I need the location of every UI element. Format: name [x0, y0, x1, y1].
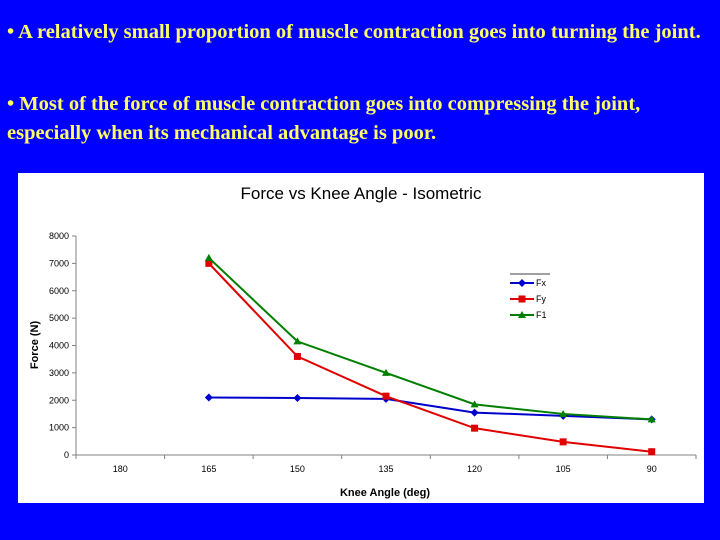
- data-point-f1: [470, 400, 479, 408]
- x-tick-label: 150: [290, 464, 305, 474]
- y-tick-label: 0: [64, 450, 69, 460]
- legend-label-fy: Fy: [536, 294, 546, 304]
- data-point-f1: [647, 415, 656, 423]
- data-point-fy: [382, 392, 390, 400]
- data-point-fx: [204, 393, 213, 402]
- data-point-fy: [559, 438, 567, 446]
- chart-panel: Force vs Knee Angle - Isometric Knee Ang…: [18, 173, 704, 503]
- data-point-fy: [293, 352, 301, 360]
- series-line-fx: [208, 396, 652, 421]
- data-point-fy: [471, 424, 479, 432]
- series-group: [204, 253, 656, 456]
- y-tick-label: 1000: [49, 423, 69, 433]
- x-axis-label: Knee Angle (deg): [340, 487, 430, 499]
- data-point-f1: [382, 368, 390, 376]
- y-tick-label: 4000: [49, 341, 69, 351]
- x-tick-label: 135: [378, 464, 393, 474]
- legend-marker-f1: [518, 311, 526, 318]
- bullet-point-2: • Most of the force of muscle contractio…: [7, 93, 641, 144]
- y-axis-label: Force (N): [29, 321, 41, 370]
- legend-marker-fx: [518, 279, 526, 287]
- axes: [72, 235, 697, 459]
- series-fx: [204, 393, 656, 424]
- legend-label-f1: F1: [536, 310, 547, 320]
- series-line-f1: [208, 257, 652, 421]
- x-tick-label: 180: [113, 464, 128, 474]
- data-point-f1: [559, 409, 568, 417]
- legend: Fx Fy F1: [510, 273, 550, 320]
- series-line-fy: [208, 262, 652, 453]
- x-tick-label: 165: [201, 464, 216, 474]
- y-tick-label: 6000: [49, 286, 69, 296]
- series-f1: [204, 253, 656, 423]
- legend-label-fx: Fx: [536, 278, 546, 288]
- bullet-point-1: • A relatively small proportion of muscl…: [7, 21, 701, 43]
- data-point-f1: [204, 253, 213, 261]
- y-tick-label: 5000: [49, 313, 69, 323]
- chart-title: Force vs Knee Angle - Isometric: [241, 184, 482, 203]
- x-tick-label: 90: [647, 464, 657, 474]
- x-tick-label: 120: [467, 464, 482, 474]
- data-point-fx: [293, 394, 302, 403]
- data-point-fy: [205, 259, 213, 267]
- x-tick-label: 105: [556, 464, 571, 474]
- y-tick-label: 7000: [49, 258, 69, 268]
- data-point-f1: [293, 337, 302, 345]
- tick-labels: 0 1000 2000 3000 4000 5000 6000 7000 8000 180 165 1…: [49, 231, 657, 474]
- y-tick-label: 8000: [49, 231, 69, 241]
- series-fy: [205, 259, 656, 456]
- data-point-fx: [470, 408, 479, 417]
- data-point-fy: [648, 448, 656, 456]
- force-knee-angle-chart: Force vs Knee Angle - Isometric Knee Ang…: [29, 184, 697, 499]
- y-tick-label: 3000: [49, 368, 69, 378]
- legend-marker-fy: [518, 295, 526, 303]
- y-tick-label: 2000: [49, 395, 69, 405]
